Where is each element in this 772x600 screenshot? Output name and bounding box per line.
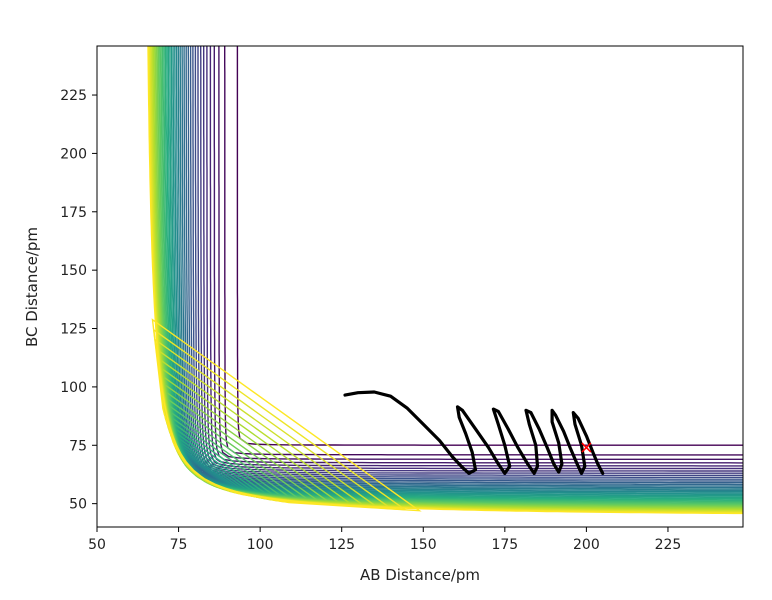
x-axis: 50 75 100 125 150 175 200 225 <box>88 527 681 553</box>
x-tick-label: 50 <box>88 537 106 553</box>
contour-line <box>153 46 743 510</box>
contour-line <box>151 46 743 511</box>
trajectory-layer <box>343 390 605 475</box>
contour-lines <box>147 46 743 515</box>
y-axis: 50 75 100 125 150 175 200 225 <box>60 88 97 513</box>
x-tick-label: 200 <box>573 537 600 553</box>
contour-line <box>206 46 743 470</box>
contour-line <box>167 46 743 499</box>
contour-line <box>218 46 743 460</box>
contour-line <box>155 46 743 509</box>
contour-line <box>148 46 743 514</box>
red-x-marker <box>581 442 592 453</box>
contour-line <box>169 46 743 498</box>
y-tick-label: 50 <box>69 497 87 513</box>
contour-line <box>175 46 743 493</box>
x-tick-label: 175 <box>491 537 518 553</box>
y-tick-label: 150 <box>60 263 87 279</box>
x-tick-label: 125 <box>328 537 355 553</box>
contour-line <box>203 46 743 472</box>
contour-line <box>164 46 743 501</box>
y-tick-label: 100 <box>60 380 87 396</box>
x-tick-label: 75 <box>170 537 188 553</box>
y-tick-label: 75 <box>69 438 87 454</box>
x-axis-label: AB Distance/pm <box>360 566 480 584</box>
y-tick-label: 225 <box>60 88 87 104</box>
contour-line <box>147 46 743 515</box>
contour-line <box>150 46 743 512</box>
contour-line <box>161 46 743 504</box>
contour-line <box>174 46 743 494</box>
trajectory-line <box>343 390 605 475</box>
x-tick-label: 100 <box>247 537 274 553</box>
contour-line <box>149 46 743 513</box>
contour-line <box>156 46 743 508</box>
marker-layer <box>581 442 592 453</box>
y-tick-label: 200 <box>60 146 87 162</box>
contour-line <box>152 46 743 510</box>
contour-line <box>177 46 743 492</box>
contour-line <box>200 46 743 474</box>
y-tick-label: 125 <box>60 322 87 338</box>
contour-line <box>159 46 743 506</box>
contour-line <box>166 46 743 500</box>
y-tick-label: 175 <box>60 205 87 221</box>
x-tick-label: 225 <box>655 537 682 553</box>
contour-line <box>157 46 743 507</box>
contour-line <box>172 46 743 496</box>
plot-frame <box>96 45 744 528</box>
y-axis-label: BC Distance/pm <box>23 227 41 347</box>
contour-line <box>163 46 743 503</box>
x-tick-label: 150 <box>410 537 437 553</box>
contour-line <box>160 46 743 505</box>
contour-line <box>170 46 743 497</box>
